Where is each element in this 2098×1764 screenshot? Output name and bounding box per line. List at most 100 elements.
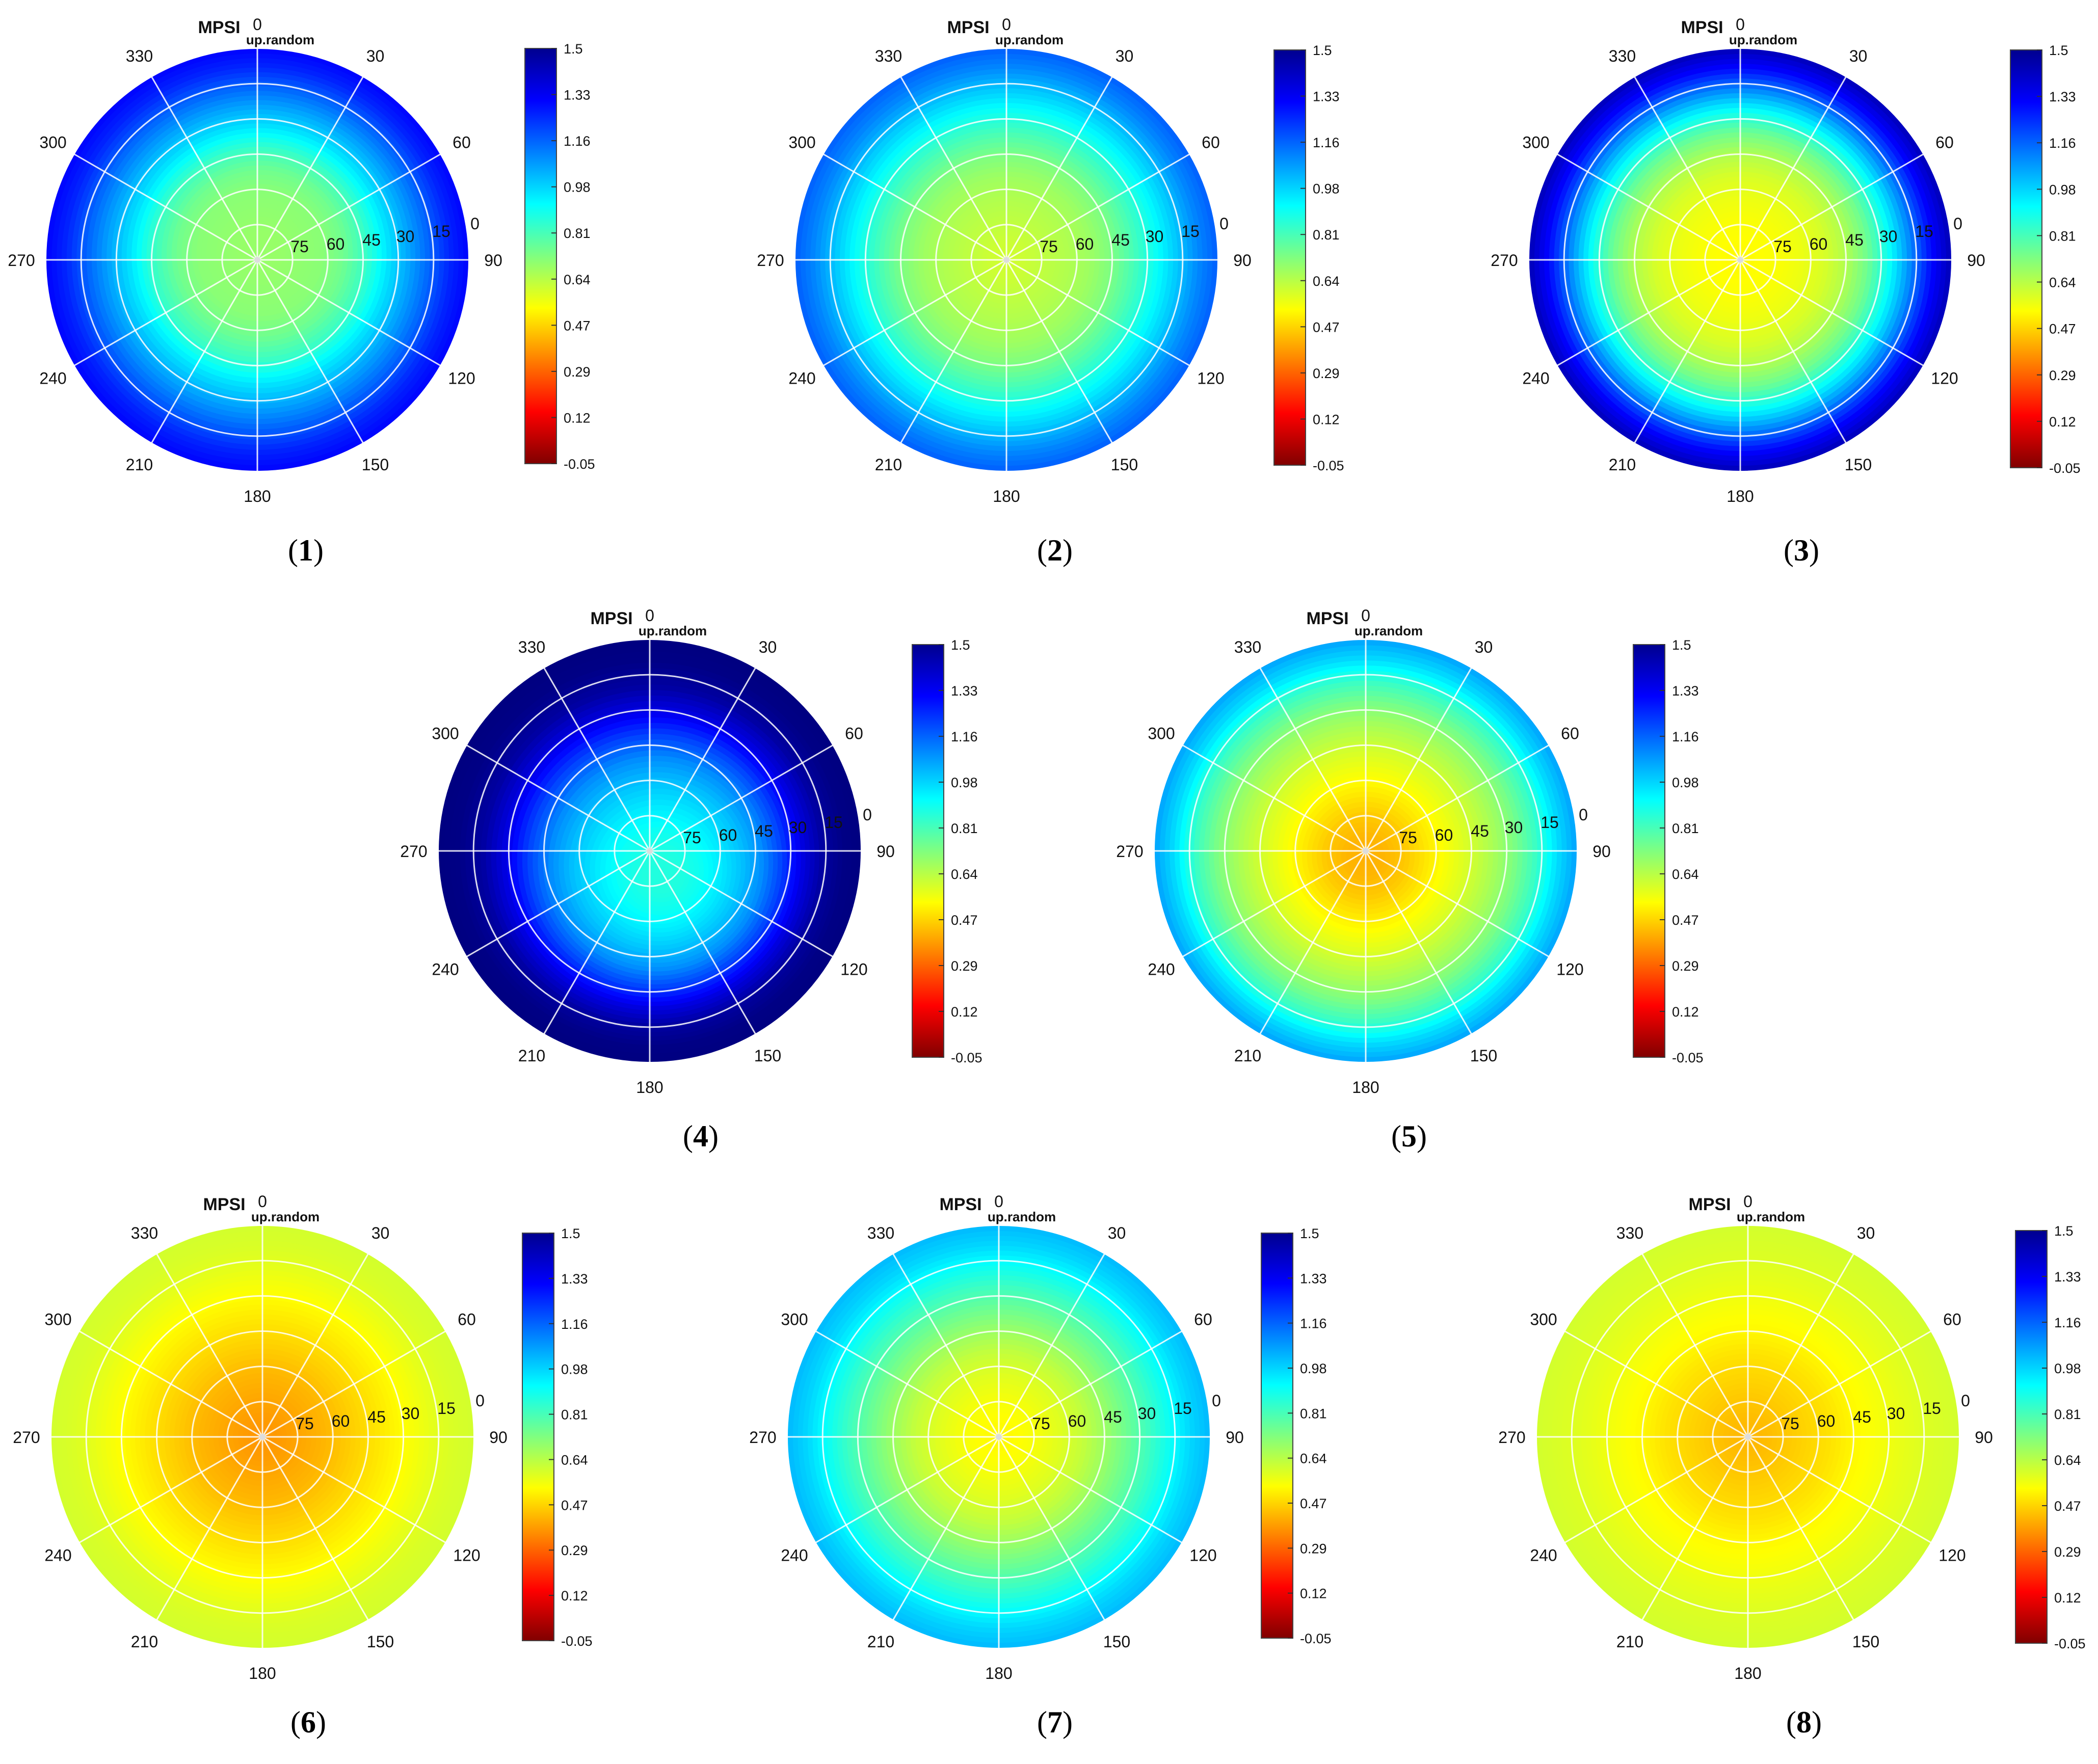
colorbar-tick-label: 0.98: [1300, 1361, 1327, 1376]
plot-subtitle: up.random: [988, 1209, 1056, 1224]
grid-spoke: [1182, 850, 1366, 957]
colorbar-tick-label: 0.81: [1313, 227, 1340, 243]
colorbar-tick-label: 0.47: [1300, 1496, 1327, 1511]
colorbar-tick-label: -0.05: [564, 457, 595, 472]
grid-spoke: [649, 744, 834, 852]
polar-plot-2: 0 30 60 90 120 150 180 210 240 270 300 330 0 15 30 45 60…: [757, 15, 1344, 567]
angle-tick-label: 150: [754, 1047, 781, 1065]
angle-tick-label: 240: [1522, 369, 1549, 388]
colorbar-tick-label: -0.05: [1672, 1050, 1704, 1065]
colorbar-tick-label: 1.5: [561, 1226, 580, 1241]
grid-spoke: [256, 76, 364, 260]
colorbar-tick-label: 1.33: [2049, 89, 2076, 104]
angle-tick-label: 300: [788, 133, 815, 152]
grid-spoke: [1182, 744, 1366, 852]
colorbar-tick-label: 0.64: [1300, 1451, 1327, 1466]
radial-tick-label: 15: [1923, 1399, 1941, 1418]
grid-spoke: [151, 76, 258, 260]
grid-spoke: [1365, 850, 1550, 957]
angle-tick-label: 60: [1194, 1311, 1212, 1329]
angle-tick-label: 120: [1931, 369, 1958, 388]
angle-tick-label: 210: [126, 456, 153, 474]
angle-tick-label: 330: [518, 638, 545, 656]
grid-spoke: [649, 667, 756, 851]
panel-caption: (1): [288, 533, 324, 567]
grid-spoke: [151, 259, 258, 444]
colorbar-tick-label: 0.29: [1300, 1541, 1327, 1556]
angle-tick-label: 90: [1226, 1428, 1244, 1447]
radial-tick-label: 45: [367, 1408, 386, 1426]
polar-plot-5: 0 30 60 90 120 150 180 210 240 270 300 330 0 15 30 45 60…: [1116, 606, 1703, 1153]
angle-tick-label: 330: [1609, 47, 1636, 65]
colorbar-tick-label: 1.33: [2054, 1269, 2081, 1285]
colorbar-tick-label: 0.81: [1300, 1406, 1327, 1421]
radial-tick-label: 0: [1579, 806, 1588, 824]
angle-tick-label: 180: [636, 1078, 663, 1097]
angle-tick-label: 60: [458, 1311, 476, 1329]
grid-spoke: [73, 259, 258, 366]
colorbar-tick-label: 0.47: [951, 913, 978, 928]
center-dot: [996, 1434, 1002, 1440]
colorbar-tick-label: 0.29: [1313, 366, 1340, 381]
panel-caption: (7): [1037, 1705, 1073, 1739]
colorbar-tick-label: 0.81: [951, 821, 978, 836]
colorbar: [522, 1233, 554, 1641]
angle-tick-label: 90: [877, 842, 895, 861]
angle-tick-label: 0: [1361, 606, 1370, 625]
angle-tick-label: 300: [1148, 725, 1175, 743]
radial-tick-label: 30: [1879, 227, 1898, 246]
angle-tick-label: 210: [131, 1633, 158, 1651]
colorbar-tick-label: 1.33: [1672, 683, 1699, 699]
colorbar-tick-label: 0.12: [2049, 414, 2076, 430]
angle-tick-label: 30: [1857, 1224, 1875, 1242]
grid-spoke: [1740, 153, 1924, 261]
grid-spoke: [1365, 850, 1472, 1035]
angle-tick-label: 60: [1943, 1311, 1961, 1329]
outer-rim: [438, 639, 862, 1063]
angle-tick-label: 150: [1103, 1633, 1130, 1651]
radial-tick-label: 15: [1541, 813, 1559, 832]
colorbar-tick-label: 0.64: [1672, 867, 1699, 882]
grid-spoke: [1006, 259, 1190, 366]
angle-tick-label: 330: [875, 47, 902, 65]
angle-tick-label: 60: [845, 725, 863, 743]
colorbar-tick-label: -0.05: [1300, 1631, 1332, 1646]
grid-spoke: [262, 1436, 446, 1543]
outer-rim: [1536, 1225, 1960, 1649]
angle-tick-label: 120: [1189, 1546, 1216, 1565]
plot-subtitle: up.random: [246, 32, 314, 47]
colorbar-tick-label: 0.81: [2054, 1407, 2081, 1422]
angle-tick-label: 60: [1202, 133, 1220, 152]
colorbar-tick-label: 0.47: [561, 1498, 588, 1513]
angle-tick-label: 120: [840, 960, 867, 979]
grid-spoke: [1747, 1330, 1932, 1438]
angle-tick-label: 0: [1002, 15, 1011, 34]
angle-tick-label: 150: [1852, 1633, 1879, 1651]
angle-tick-label: 180: [993, 487, 1020, 505]
grid-spoke: [1634, 259, 1741, 444]
radial-tick-label: 0: [1953, 215, 1962, 233]
radial-tick-label: 30: [1887, 1404, 1905, 1423]
grid-spoke: [543, 667, 651, 851]
radial-tick-label: 15: [1174, 1399, 1192, 1418]
radial-tick-label: 60: [1068, 1412, 1086, 1430]
colorbar-tick-label: 1.16: [2049, 136, 2076, 151]
angle-tick-label: 150: [1470, 1047, 1497, 1065]
center-dot: [1737, 257, 1743, 263]
polar-plot-1: 0 30 60 90 120 150 180 210 240 270 300 330 0 15 30 45 60…: [8, 15, 595, 567]
angle-tick-label: 210: [1616, 1633, 1643, 1651]
angle-tick-label: 300: [1522, 133, 1549, 152]
grid-spoke: [466, 744, 650, 852]
panel-caption: (4): [683, 1119, 719, 1153]
colorbar-tick-label: 0.81: [564, 226, 591, 241]
colorbar-tick-label: 0.12: [1300, 1586, 1327, 1601]
angle-tick-label: 60: [1935, 133, 1954, 152]
angle-tick-label: 180: [1727, 487, 1754, 505]
plot-title: MPSI: [939, 1195, 981, 1214]
radial-tick-label: 45: [1845, 231, 1864, 249]
colorbar-tick-label: -0.05: [561, 1634, 593, 1649]
colorbar-tick-label: 0.47: [2049, 322, 2076, 337]
radial-tick-label: 15: [1181, 222, 1200, 240]
radial-tick-label: 75: [1781, 1414, 1799, 1433]
colorbar-tick-label: 1.5: [951, 637, 970, 653]
